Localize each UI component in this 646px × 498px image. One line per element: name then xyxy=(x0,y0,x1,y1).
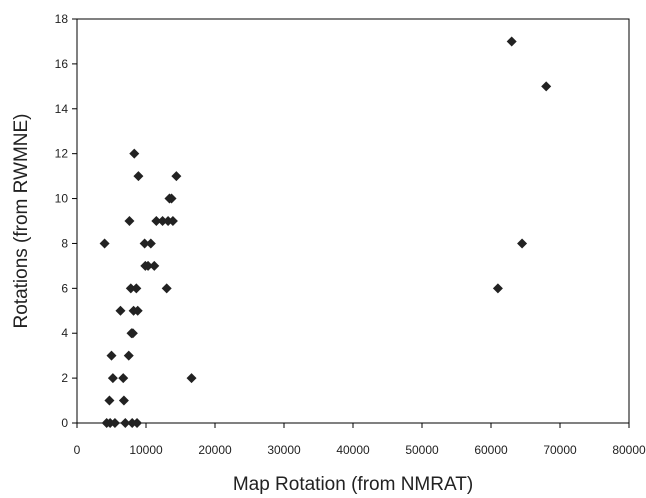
data-point xyxy=(133,171,144,182)
x-tick-label: 10000 xyxy=(129,443,163,457)
data-point xyxy=(131,283,142,294)
data-point xyxy=(166,193,177,204)
data-point xyxy=(99,238,110,249)
data-point xyxy=(132,418,143,428)
y-tick-label: 12 xyxy=(55,147,69,161)
x-axis: 0 10000 20000 30000 40000 50000 60000 70000 8000… xyxy=(74,423,646,457)
data-point xyxy=(118,395,129,406)
y-tick-label: 16 xyxy=(55,57,69,71)
data-point xyxy=(124,216,135,226)
x-tick-label: 70000 xyxy=(543,443,577,457)
y-tick-label: 10 xyxy=(55,192,69,206)
data-point xyxy=(145,238,156,249)
data-point xyxy=(517,238,528,249)
y-axis-title: Rotations (from RWMNE) xyxy=(11,113,32,328)
x-tick-label: 80000 xyxy=(612,443,646,457)
data-point xyxy=(167,216,178,226)
data-point xyxy=(123,350,134,361)
data-point xyxy=(151,216,162,226)
x-tick-label: 20000 xyxy=(198,443,232,457)
data-point xyxy=(125,283,136,294)
x-tick-label: 40000 xyxy=(336,443,370,457)
data-point xyxy=(149,260,160,271)
data-point xyxy=(104,395,115,406)
y-tick-label: 2 xyxy=(61,371,68,385)
data-points xyxy=(99,36,552,428)
data-point xyxy=(492,283,503,294)
y-axis: 0 2 4 6 8 10 12 14 16 18 xyxy=(55,12,77,430)
data-point xyxy=(541,81,552,92)
x-axis-title: Map Rotation (from NMRAT) xyxy=(233,474,473,495)
data-point xyxy=(186,373,197,384)
y-tick-label: 4 xyxy=(61,326,68,340)
y-tick-label: 14 xyxy=(55,102,69,116)
y-tick-label: 8 xyxy=(61,236,68,250)
data-point xyxy=(161,283,172,294)
data-point xyxy=(143,260,154,271)
x-tick-label: 50000 xyxy=(405,443,439,457)
data-point xyxy=(506,36,517,47)
data-point xyxy=(115,305,126,316)
data-point xyxy=(157,216,168,226)
data-point xyxy=(120,418,131,428)
x-tick-label: 0 xyxy=(74,443,81,457)
data-point xyxy=(171,171,182,182)
y-tick-label: 6 xyxy=(61,281,68,295)
y-tick-label: 0 xyxy=(61,416,68,430)
data-point xyxy=(132,305,143,316)
data-point xyxy=(107,373,118,384)
data-point xyxy=(118,373,129,384)
y-tick-label: 18 xyxy=(55,12,69,26)
data-point xyxy=(109,418,120,428)
data-point xyxy=(127,328,138,339)
data-point xyxy=(129,148,140,159)
x-tick-label: 30000 xyxy=(267,443,301,457)
x-tick-label: 60000 xyxy=(474,443,508,457)
data-point xyxy=(106,350,117,361)
data-point xyxy=(139,238,150,249)
